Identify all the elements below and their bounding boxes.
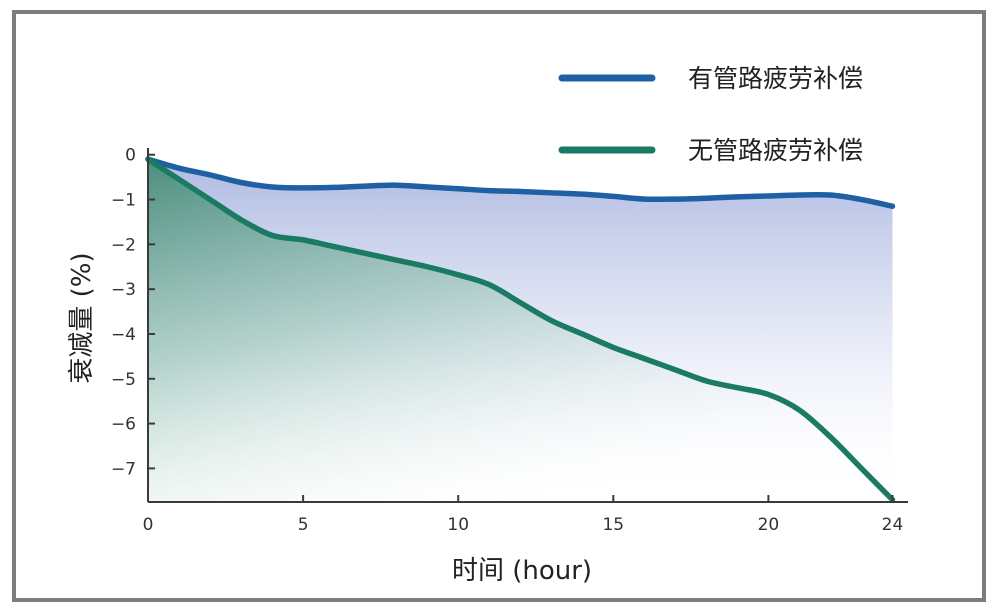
x-axis-title: 时间 (hour) [452,556,592,586]
y-tick-label: −6 [111,415,136,435]
y-tick-label: −5 [111,370,136,390]
y-tick-label: −7 [111,459,136,479]
x-tick-label: 10 [447,515,469,535]
series-lines [145,156,896,503]
x-tick-label: 20 [758,515,780,535]
x-tick-label: 15 [602,515,624,535]
x-tick-label: 0 [143,515,154,535]
x-tick-label: 24 [882,515,904,535]
y-tick-label: −3 [111,280,136,300]
y-tick-label: −4 [111,325,136,345]
y-tick-label: −2 [111,235,136,255]
series-blue-line [145,156,896,209]
y-axis-title: 衰减量 (%) [67,252,97,383]
series-green-legend-label: 无管路疲劳补偿 [688,136,863,165]
y-tick-label: 0 [125,146,136,166]
y-tick-label: −1 [111,191,136,211]
x-tick-label: 5 [298,515,309,535]
series-areas [148,159,893,502]
series-green-area [148,159,893,502]
axes: 0 −1 −2 −3 −4 −5 −6 −7 0 5 10 15 20 24 [111,146,908,535]
series-blue-legend-label: 有管路疲劳补偿 [688,64,863,93]
series-green-line [145,156,896,503]
